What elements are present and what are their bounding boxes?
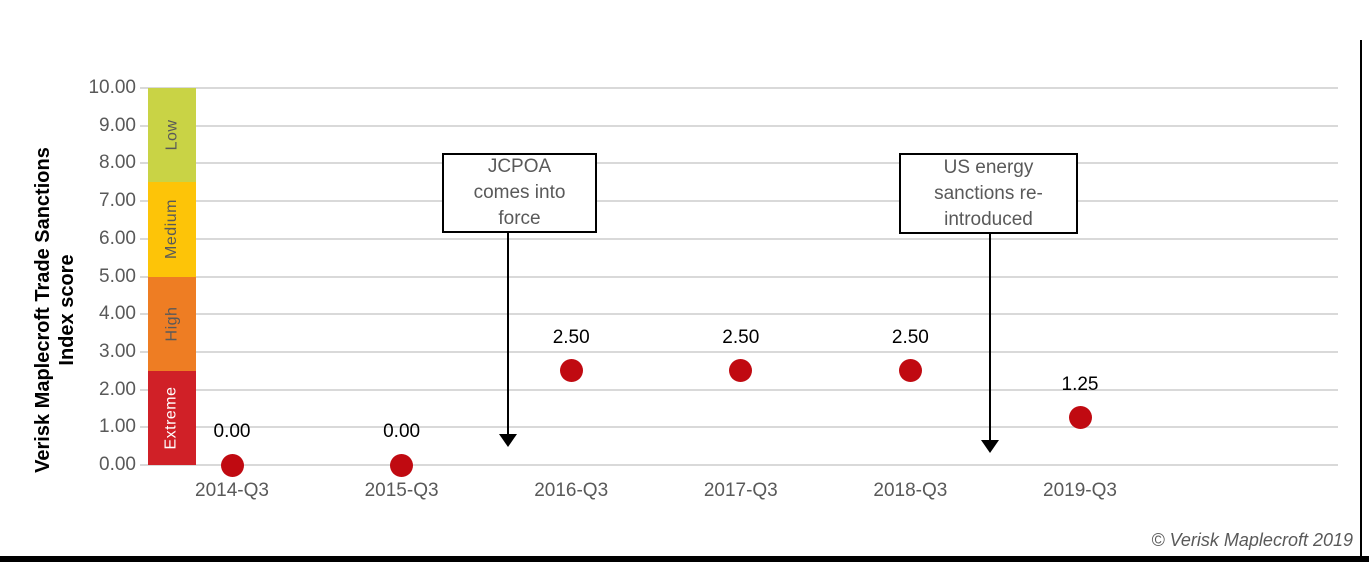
gridline xyxy=(140,200,1338,203)
annotation-text-line: US energy xyxy=(943,156,1034,178)
annotation-text-line: JCPOA xyxy=(487,156,552,177)
data-point-label: 2.50 xyxy=(891,326,929,348)
gridline xyxy=(140,426,1338,429)
y-axis-tick-label: 3.00 xyxy=(99,340,136,362)
copyright-notice: © Verisk Maplecroft 2019 xyxy=(1151,530,1353,550)
annotation-box: US energy sanctions re-introduced xyxy=(899,153,1078,234)
risk-zone-extreme: Extreme xyxy=(148,370,196,465)
y-axis-tick-label: 2.00 xyxy=(99,378,136,400)
risk-zone-label: High xyxy=(163,306,180,342)
annotation-arrow-line xyxy=(507,233,509,434)
y-axis-tick-label: 4.00 xyxy=(99,303,136,325)
y-axis-tick-label: 7.00 xyxy=(99,190,136,212)
y-axis-tick-label: 8.00 xyxy=(99,152,136,174)
annotation-text-line: force xyxy=(498,208,541,229)
frame-bottom-border xyxy=(0,556,1369,562)
y-axis-tick-label: 10.00 xyxy=(88,77,136,98)
annotation-text-line: sanctions re- xyxy=(934,182,1043,204)
y-axis-title-line1: Verisk Maplecroft Trade Sanctions xyxy=(32,147,54,473)
data-point xyxy=(220,453,244,477)
risk-zone-label: Extreme xyxy=(163,386,181,450)
data-point-label: 2.50 xyxy=(722,326,760,348)
x-axis-tick-label: 2019-Q3 xyxy=(1043,480,1117,501)
gridline xyxy=(140,124,1338,127)
gridline xyxy=(140,350,1338,353)
risk-zone-high: High xyxy=(148,276,196,371)
risk-zone-label: Low xyxy=(162,119,180,151)
data-point-label: 0.00 xyxy=(213,421,251,442)
data-point xyxy=(729,359,753,383)
gridline xyxy=(140,162,1338,165)
gridline xyxy=(140,237,1338,240)
y-axis-tick-label: 5.00 xyxy=(99,265,136,287)
gridline xyxy=(140,388,1338,391)
gridline xyxy=(140,464,1338,466)
gridline xyxy=(140,87,1338,89)
data-point-label: 2.50 xyxy=(552,326,590,348)
y-axis-tick-label: 6.00 xyxy=(99,227,136,249)
data-point-label: 0.00 xyxy=(383,421,421,442)
x-axis-tick-label: 2018-Q3 xyxy=(873,480,948,501)
frame-right-border xyxy=(1360,40,1362,562)
annotation-text-line: introduced xyxy=(944,208,1033,230)
data-point xyxy=(390,453,414,477)
y-axis-tick-label: 1.00 xyxy=(99,416,136,438)
data-point-label: 1.25 xyxy=(1061,373,1099,395)
gridline xyxy=(140,313,1338,316)
y-axis-tick-label: 9.00 xyxy=(99,114,136,136)
annotation-text-line: comes into xyxy=(473,182,566,203)
risk-zone-label: Medium xyxy=(163,199,180,260)
data-point xyxy=(559,359,583,383)
risk-zone-medium: Medium xyxy=(148,182,196,277)
y-axis-tick-label: 0.00 xyxy=(99,454,136,475)
x-axis-tick-label: 2017-Q3 xyxy=(703,480,778,501)
data-point xyxy=(898,359,922,383)
data-point xyxy=(1068,406,1092,430)
arrow-down-icon xyxy=(981,440,999,453)
arrow-down-icon xyxy=(499,434,517,447)
x-axis-tick-label: 2015-Q3 xyxy=(364,480,439,501)
x-axis-tick-label: 2014-Q3 xyxy=(195,480,269,501)
risk-zone-low: Low xyxy=(148,88,196,183)
gridline xyxy=(140,275,1338,278)
annotation-arrow-line xyxy=(989,234,991,440)
annotation-box: JCPOA comes into force xyxy=(442,153,597,233)
x-axis-tick-label: 2016-Q3 xyxy=(534,480,609,501)
